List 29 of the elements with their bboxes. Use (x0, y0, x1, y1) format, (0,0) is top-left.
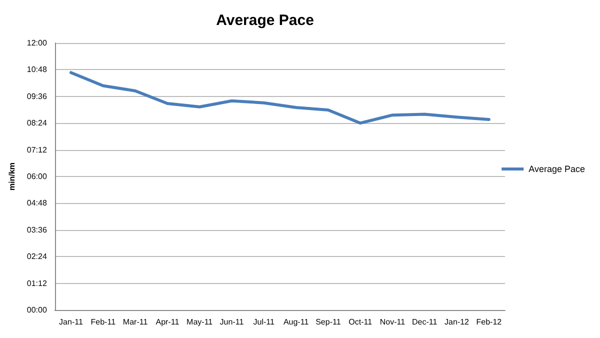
y-tick-label: 00:00 (26, 306, 48, 314)
y-tick-label: 06:00 (26, 172, 48, 181)
x-tick-label: Jan-12 (444, 318, 470, 326)
y-tick-label: 12:00 (26, 38, 48, 48)
x-tick-label: Feb-11 (90, 318, 116, 326)
x-tick-label: Nov-11 (380, 318, 406, 326)
x-tick-label: Aug-11 (283, 318, 310, 326)
x-tick-label: May-11 (186, 318, 214, 326)
y-tick-label: 02:24 (26, 252, 48, 262)
y-tick-label: 07:12 (26, 145, 48, 154)
y-tick-label: 03:36 (26, 225, 48, 234)
x-tick-label: Feb-12 (476, 318, 502, 326)
x-tick-label: Oct-11 (348, 318, 373, 326)
x-tick-label: Jan-11 (59, 318, 84, 326)
x-tick-label: Dec-11 (412, 318, 438, 326)
x-tick-label: Apr-11 (156, 318, 180, 326)
y-axis-title: min/km (8, 162, 16, 191)
y-tick-label: 08:24 (26, 118, 48, 128)
y-tick-label: 04:48 (26, 198, 48, 208)
x-tick-label: Sep-11 (316, 318, 342, 326)
legend-label: Average Pace (528, 164, 585, 174)
y-tick-label: 09:36 (26, 92, 48, 101)
y-tick-label: 10:48 (26, 65, 48, 74)
line-series (69, 71, 490, 125)
x-tick-label: Mar-11 (122, 318, 148, 326)
chart-title: Average Pace (216, 12, 314, 29)
x-tick-label: Jul-11 (253, 318, 276, 326)
y-tick-label: 01:12 (26, 278, 48, 288)
x-tick-label: Jun-11 (220, 318, 244, 326)
